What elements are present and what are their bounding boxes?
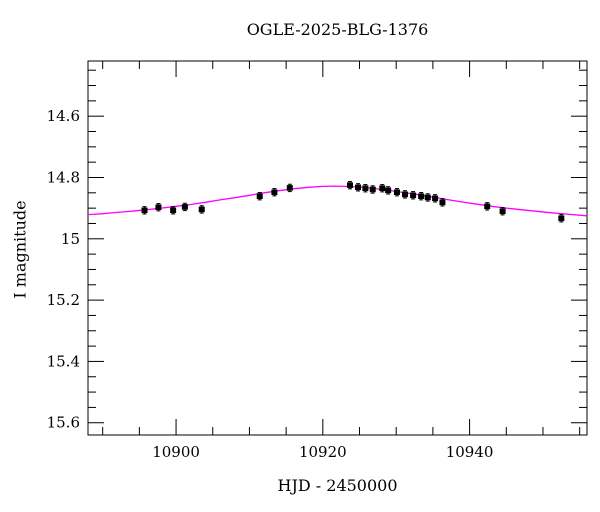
y-tick-label: 14.8	[47, 168, 80, 186]
data-point	[155, 204, 162, 211]
data-point	[286, 185, 293, 191]
data-point	[410, 192, 417, 199]
model-curve	[87, 185, 588, 217]
y-tick-label: 15.6	[47, 414, 80, 432]
data-point	[346, 182, 353, 188]
x-tick-label: 10900	[152, 443, 200, 461]
data-point	[385, 187, 392, 194]
data-point	[369, 186, 376, 193]
y-tick-label: 15	[61, 230, 80, 248]
x-tick-label: 10940	[446, 443, 494, 461]
data-point	[271, 189, 278, 196]
data-point	[432, 195, 439, 202]
data-point	[170, 207, 177, 214]
data-point	[362, 185, 369, 192]
data-point	[181, 204, 188, 210]
data-point	[499, 208, 506, 215]
plot-frame	[87, 60, 588, 436]
data-point	[418, 193, 425, 199]
x-axis-label: HJD - 2450000	[277, 476, 398, 495]
data-point	[402, 191, 409, 198]
data-point	[484, 203, 491, 210]
data-point	[198, 206, 205, 213]
y-tick-label: 14.6	[47, 107, 80, 125]
data-point	[439, 199, 446, 206]
data-point	[141, 207, 148, 214]
data-point	[393, 189, 400, 196]
data-point	[424, 194, 431, 201]
data-point	[256, 193, 263, 199]
data-point	[558, 215, 565, 222]
y-tick-label: 15.4	[47, 352, 80, 370]
data-point	[379, 185, 386, 192]
x-tick-label: 10920	[299, 443, 347, 461]
data-point	[355, 184, 362, 191]
chart-title: OGLE-2025-BLG-1376	[246, 20, 429, 39]
y-tick-label: 15.2	[47, 291, 80, 309]
